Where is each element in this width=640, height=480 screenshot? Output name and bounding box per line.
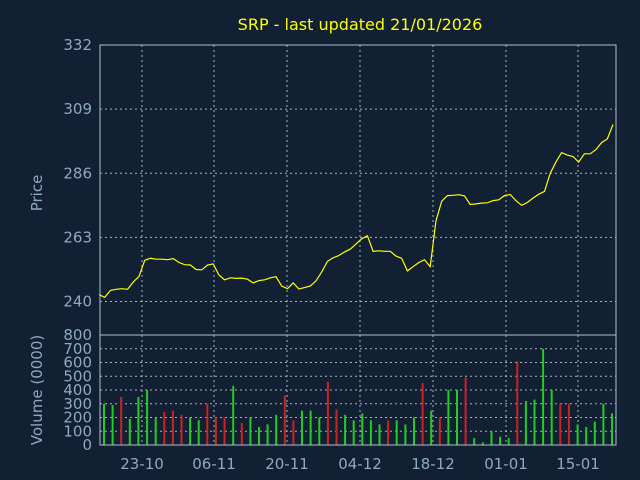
volume-bar xyxy=(344,414,347,446)
volume-bar xyxy=(481,442,484,446)
price-tick-labels: 332 309 286 263 240 xyxy=(63,36,92,311)
volume-bar xyxy=(301,410,303,445)
volume-bar xyxy=(163,412,166,445)
x-tick-label: 20-11 xyxy=(265,455,309,473)
volume-bar xyxy=(258,427,260,445)
volume-tick-label: 800 xyxy=(63,326,92,344)
price-tick-label: 309 xyxy=(63,100,92,118)
x-tick-label: 23-10 xyxy=(120,455,164,473)
volume-tick-label: 500 xyxy=(63,367,92,385)
volume-bar xyxy=(524,401,527,445)
volume-bar xyxy=(128,418,131,445)
price-grid xyxy=(100,45,616,335)
volume-bar xyxy=(507,438,510,445)
volume-bar xyxy=(490,431,493,446)
volume-bar xyxy=(473,438,476,445)
volume-tick-label: 600 xyxy=(63,354,92,372)
volume-bar xyxy=(137,396,140,445)
volume-bar xyxy=(214,417,217,445)
volume-bar xyxy=(395,420,398,446)
x-tick-label: 06-11 xyxy=(192,455,236,473)
volume-tick-label: 700 xyxy=(63,340,92,358)
volume-bar xyxy=(404,424,407,445)
volume-bar xyxy=(335,409,338,446)
price-tick-label: 240 xyxy=(63,293,92,311)
volume-bar xyxy=(430,410,433,445)
volume-bar xyxy=(326,381,329,446)
volume-bars xyxy=(103,348,613,446)
price-line xyxy=(98,124,614,299)
volume-bar xyxy=(378,424,381,445)
volume-tick-label: 400 xyxy=(63,381,92,399)
volume-bar xyxy=(602,403,605,446)
volume-bar xyxy=(464,377,467,445)
chart-title: SRP - last updated 21/01/2026 xyxy=(238,15,483,34)
x-tick-label: 15-01 xyxy=(556,455,600,473)
volume-bar xyxy=(232,385,235,445)
volume-bar xyxy=(447,390,450,445)
volume-bar xyxy=(593,421,596,445)
volume-bar xyxy=(146,390,149,445)
volume-bar xyxy=(567,403,570,446)
volume-bar xyxy=(249,417,252,445)
x-tick-label: 01-01 xyxy=(484,455,528,473)
volume-bar xyxy=(413,417,415,445)
volume-tick-label: 100 xyxy=(63,422,92,440)
volume-bar xyxy=(111,405,114,445)
volume-bar xyxy=(197,420,200,446)
price-panel-frame xyxy=(99,44,617,336)
price-axis-label: Price xyxy=(28,175,46,212)
volume-bar xyxy=(103,403,105,446)
volume-bar xyxy=(387,420,390,446)
volume-bar xyxy=(361,413,364,445)
volume-axis-label: Volume (0000) xyxy=(28,335,46,445)
volume-bar xyxy=(369,420,372,446)
volume-bar xyxy=(559,403,562,446)
volume-bar xyxy=(550,390,553,445)
x-tick-labels: 23-10 06-11 20-11 04-12 18-12 01-01 15-01 xyxy=(120,455,600,473)
volume-bar xyxy=(266,424,269,445)
volume-bar xyxy=(309,410,312,445)
volume-bar xyxy=(283,395,286,445)
volume-bar xyxy=(438,417,441,445)
volume-bar xyxy=(189,417,192,445)
volume-bar xyxy=(542,348,545,446)
volume-bar xyxy=(223,417,226,445)
volume-bar xyxy=(611,413,613,445)
x-tick-label: 18-12 xyxy=(411,455,455,473)
volume-bar xyxy=(352,420,355,446)
volume-tick-label: 300 xyxy=(63,395,92,413)
volume-bar xyxy=(421,383,424,445)
price-tick-label: 332 xyxy=(63,36,92,54)
volume-bar xyxy=(585,427,588,445)
volume-grid xyxy=(100,335,616,445)
volume-bar xyxy=(120,396,123,445)
volume-bar xyxy=(456,390,458,445)
price-tick-label: 286 xyxy=(63,164,92,182)
volume-bar xyxy=(180,414,183,446)
volume-bar xyxy=(206,403,209,446)
volume-bar xyxy=(154,417,157,445)
x-tick-label: 04-12 xyxy=(338,455,382,473)
price-tick-label: 263 xyxy=(63,228,92,246)
volume-panel-frame xyxy=(99,334,617,446)
volume-bar xyxy=(576,424,579,445)
volume-bar xyxy=(318,417,321,445)
volume-tick-label: 200 xyxy=(63,409,92,427)
volume-bar xyxy=(499,436,502,446)
volume-bar xyxy=(275,414,278,446)
volume-bar xyxy=(171,410,174,445)
volume-bar xyxy=(533,399,536,445)
volume-bar xyxy=(292,420,295,446)
volume-bar xyxy=(516,361,519,445)
volume-bar xyxy=(240,423,243,445)
volume-tick-label: 0 xyxy=(82,436,92,454)
